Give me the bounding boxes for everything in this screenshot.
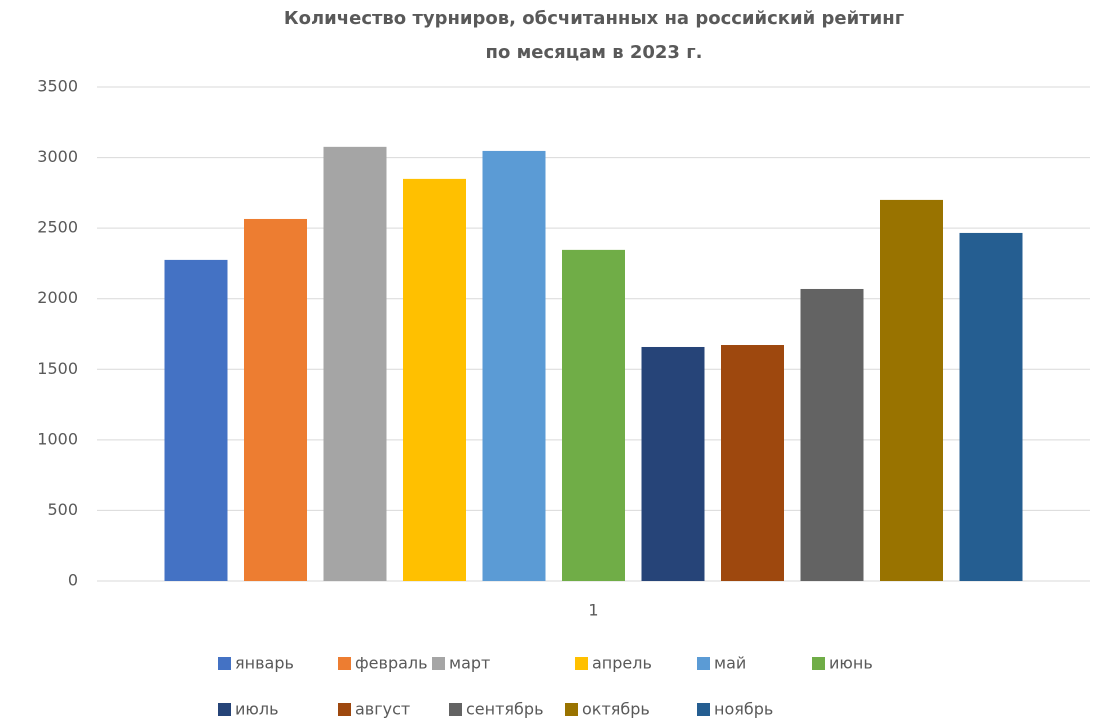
legend-label: октябрь xyxy=(582,700,650,719)
legend-swatch xyxy=(812,657,825,670)
legend-label: июнь xyxy=(829,654,873,673)
y-tick-label: 1500 xyxy=(37,359,78,378)
bar xyxy=(959,232,1023,581)
y-tick-label: 3000 xyxy=(37,147,78,166)
legend-label: сентябрь xyxy=(466,700,544,719)
legend-label: май xyxy=(714,654,746,673)
bar xyxy=(403,178,466,581)
y-tick-label: 1000 xyxy=(37,429,78,448)
y-tick-label: 2500 xyxy=(37,218,78,237)
legend-label: февраль xyxy=(355,654,428,673)
legend-swatch xyxy=(697,657,710,670)
legend-swatch xyxy=(565,703,578,716)
bar xyxy=(880,199,943,581)
legend-label: июль xyxy=(235,700,279,719)
legend-label: ноябрь xyxy=(714,700,773,719)
y-tick-label: 0 xyxy=(68,571,78,590)
bar xyxy=(323,146,387,581)
bar xyxy=(244,218,307,581)
y-tick-label: 500 xyxy=(47,500,78,519)
legend-swatch xyxy=(218,703,231,716)
bar xyxy=(641,346,705,581)
legend-label: апрель xyxy=(592,654,652,673)
legend-label: март xyxy=(449,654,490,673)
chart-title: Количество турниров, обсчитанных на росс… xyxy=(284,8,904,29)
legend-swatch xyxy=(432,657,445,670)
x-tick-label: 1 xyxy=(588,601,598,620)
legend-swatch xyxy=(697,703,710,716)
y-tick-label: 3500 xyxy=(37,77,78,96)
legend-swatch xyxy=(218,657,231,670)
bar xyxy=(800,288,864,581)
bar xyxy=(482,150,546,581)
legend-label: январь xyxy=(235,654,294,673)
chart-title: по месяцам в 2023 г. xyxy=(486,42,703,63)
bar xyxy=(164,259,228,581)
legend-swatch xyxy=(338,657,351,670)
y-tick-label: 2000 xyxy=(37,288,78,307)
legend-label: август xyxy=(355,700,410,719)
legend-swatch xyxy=(449,703,462,716)
bar xyxy=(562,249,625,582)
legend-swatch xyxy=(575,657,588,670)
legend-swatch xyxy=(338,703,351,716)
bar xyxy=(721,345,784,581)
